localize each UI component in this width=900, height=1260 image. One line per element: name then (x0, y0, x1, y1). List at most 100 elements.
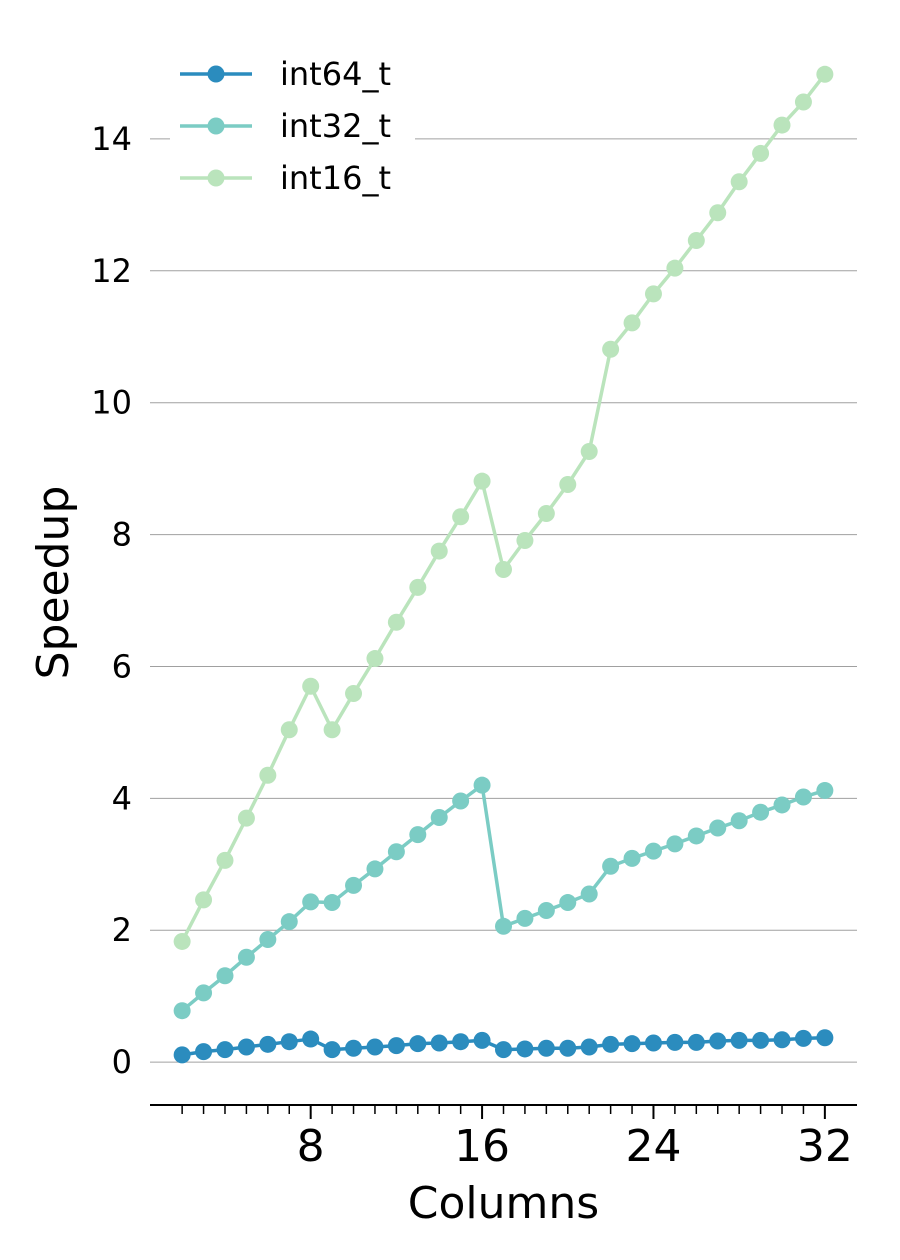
x-axis-title: Columns (408, 1178, 599, 1229)
data-point (559, 1039, 577, 1057)
data-point (452, 508, 470, 526)
data-point (623, 1035, 641, 1053)
data-point (473, 472, 491, 490)
data-point (516, 1040, 534, 1058)
data-point (580, 885, 598, 903)
data-point (216, 967, 234, 985)
data-point (495, 1041, 512, 1059)
data-point (366, 650, 384, 668)
x-tick-label: 8 (297, 1121, 325, 1172)
data-point (623, 849, 641, 867)
data-point (452, 792, 470, 810)
legend-label: int64_t (280, 55, 391, 93)
series-line (181, 783, 826, 1013)
data-point (345, 1039, 363, 1057)
legend-marker (207, 117, 225, 135)
data-point (816, 781, 834, 799)
data-point (302, 677, 320, 695)
data-point (730, 812, 748, 830)
data-point (473, 1031, 491, 1049)
x-tick-label: 32 (797, 1121, 853, 1172)
data-point (580, 1038, 598, 1056)
data-point (237, 809, 255, 827)
data-point (709, 204, 727, 222)
legend-label: int32_t (280, 107, 391, 145)
y-tick-label: 0 (112, 1043, 132, 1081)
data-point (216, 851, 234, 869)
data-point (345, 876, 363, 894)
data-point (752, 144, 770, 162)
data-point (280, 1033, 298, 1051)
data-point (452, 1033, 470, 1051)
data-point (623, 314, 641, 332)
data-point (387, 613, 405, 631)
legend-entry: int64_t (180, 55, 391, 93)
data-point (259, 1035, 277, 1053)
data-point (409, 826, 427, 844)
legend-marker (207, 169, 225, 187)
data-point (752, 803, 770, 821)
data-point (559, 475, 577, 493)
data-point (730, 173, 748, 191)
legend-marker (207, 65, 225, 83)
data-point (537, 901, 555, 919)
data-point (366, 1038, 384, 1056)
data-point (195, 984, 213, 1002)
data-point (173, 932, 191, 950)
data-point (302, 1030, 320, 1048)
data-point (794, 93, 812, 111)
data-point (323, 894, 341, 912)
data-point (709, 1032, 727, 1050)
x-tick-label: 24 (625, 1121, 681, 1172)
horizontal-gridlines (150, 138, 857, 1063)
data-point (473, 776, 491, 794)
series-layer (173, 65, 834, 1064)
legend-entry: int16_t (180, 159, 391, 197)
y-tick-label: 6 (112, 647, 132, 685)
data-point (666, 1033, 684, 1051)
data-point (537, 504, 555, 522)
data-point (644, 285, 662, 303)
data-point (345, 685, 363, 703)
data-point (794, 788, 812, 806)
data-point (302, 893, 320, 911)
x-axis-ticks: 8 16 24 32 (181, 1105, 853, 1172)
data-point (602, 1035, 620, 1053)
legend: int64_t int32_t int16_t (170, 50, 415, 210)
legend-entry: int32_t (180, 107, 391, 145)
x-tick-label: 16 (454, 1121, 510, 1172)
data-point (366, 860, 384, 878)
series-int32-t (173, 776, 834, 1020)
data-point (237, 1038, 255, 1056)
data-point (666, 259, 684, 277)
data-point (752, 1031, 770, 1049)
data-point (709, 819, 727, 837)
y-tick-label: 4 (112, 779, 132, 817)
data-point (516, 909, 534, 927)
data-point (687, 231, 705, 249)
data-point (173, 1002, 191, 1020)
data-point (280, 721, 298, 739)
y-tick-label: 2 (112, 911, 132, 949)
data-point (816, 1029, 834, 1047)
data-point (387, 843, 405, 861)
data-point (687, 1033, 705, 1051)
data-point (173, 1046, 191, 1064)
data-point (816, 65, 834, 83)
y-tick-label: 12 (91, 252, 132, 290)
data-point (687, 827, 705, 845)
data-point (602, 340, 620, 358)
data-point (773, 796, 791, 814)
data-point (430, 808, 448, 826)
data-point (516, 532, 534, 550)
data-point (430, 1034, 448, 1052)
y-axis-title: Speedup (28, 486, 79, 680)
data-point (195, 1043, 213, 1061)
series-int16-t (173, 65, 834, 950)
y-axis-tick-labels: 0 2 4 6 8 10 12 14 (91, 120, 132, 1081)
data-point (495, 917, 512, 935)
y-tick-label: 14 (91, 120, 132, 158)
y-tick-label: 10 (91, 384, 132, 422)
data-point (730, 1031, 748, 1049)
